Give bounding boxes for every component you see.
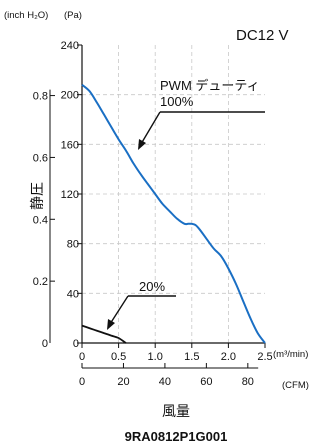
x2-tick-label-4: 80 (242, 376, 254, 388)
x2-tick-label-3: 60 (200, 376, 212, 388)
series-label-20: 20% (139, 279, 165, 294)
pwm-duty-label: PWM デューティ (160, 78, 260, 93)
y2-tick-label-3: 0.8 (33, 91, 48, 103)
series-label-100: 100% (160, 94, 194, 109)
x2-tick-label-2: 40 (159, 376, 171, 388)
curves (81, 83, 266, 344)
x-tick-label-3: 1.5 (184, 351, 199, 363)
leader-100-diagonal (140, 111, 161, 145)
grid (82, 45, 265, 343)
x-tick-label-0: 0 (79, 351, 85, 363)
y-tick-label-2: 80 (67, 239, 79, 251)
leader-20-diagonal (109, 295, 129, 325)
leader-100-arrowhead (138, 139, 146, 150)
y-tick-label-1: 40 (67, 288, 79, 300)
axes (49, 45, 265, 369)
chart-title: DC12 V (236, 27, 289, 44)
x-tick-label-1: 0.5 (111, 351, 126, 363)
y-tick-label-3: 120 (61, 189, 79, 201)
x-tick-label-5: 2.5 (257, 351, 272, 363)
x-unit-cfm: (CFM) (282, 380, 309, 391)
y2-tick-label-0: 0 (42, 338, 48, 350)
y2-tick-label-0: 0.2 (33, 276, 48, 288)
y-tick-label-6: 240 (61, 40, 79, 52)
y-tick-label-0: 0 (73, 338, 79, 350)
y-unit-inch: (inch H₂O) (4, 10, 48, 21)
series-line-20pct (81, 324, 127, 344)
y-axis-label: 静圧 (29, 182, 45, 210)
y2-tick-label-1: 0.4 (33, 214, 48, 226)
x-axis-label: 風量 (162, 403, 190, 419)
y-tick-label-5: 200 (61, 90, 79, 102)
y-tick-label-4: 160 (61, 139, 79, 151)
y2-tick-label-2: 0.6 (33, 152, 48, 164)
leader-20-arrowhead (107, 319, 115, 330)
x2-tick-label-0: 0 (79, 376, 85, 388)
x-tick-label-2: 1.0 (148, 351, 163, 363)
annotations (107, 111, 265, 330)
x-tick-label-4: 2.0 (221, 351, 236, 363)
x2-tick-label-1: 20 (117, 376, 129, 388)
series-line-100pct (81, 83, 266, 344)
model-number: 9RA0812P1G001 (125, 429, 228, 444)
x-unit-m3: (m³/min) (273, 349, 308, 360)
y-unit-pa: (Pa) (64, 10, 82, 21)
